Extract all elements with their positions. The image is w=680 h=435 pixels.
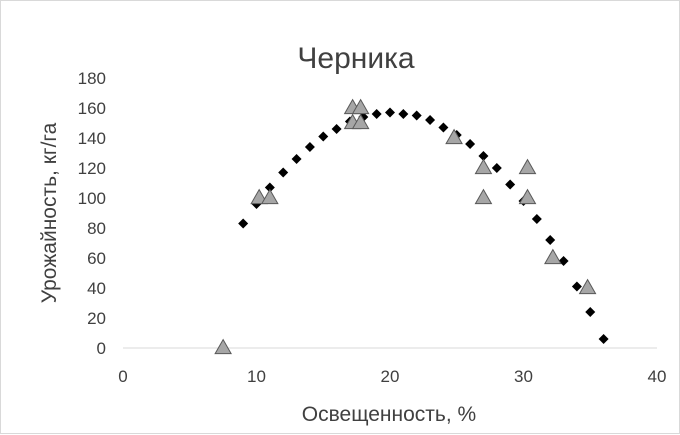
- y-tick-label: 40: [87, 279, 106, 298]
- diamond-point: [291, 154, 302, 164]
- diamond-point: [571, 281, 582, 292]
- diamond-point: [491, 163, 502, 173]
- diamond-point: [478, 151, 489, 161]
- triangle-point: [214, 338, 232, 355]
- x-tick-label: 30: [514, 367, 533, 386]
- x-tick-label: 0: [118, 367, 127, 386]
- triangle-point: [351, 113, 370, 130]
- diamond-point: [558, 256, 569, 266]
- triangle-point: [260, 188, 279, 205]
- axis-ticks: 0 10 20 30 40 0 20 40 60 80 100 120 140 160 180: [78, 69, 667, 386]
- diamond-point: [411, 110, 422, 121]
- triangle-point: [518, 158, 537, 175]
- diamond-point: [318, 131, 329, 142]
- triangle-point: [250, 188, 269, 205]
- chart-title: Черника: [297, 42, 414, 75]
- triangle-point: [445, 128, 463, 145]
- diamond-point: [531, 214, 542, 224]
- diamond-point: [545, 235, 556, 245]
- triangle-point: [578, 278, 597, 295]
- y-tick-label: 160: [78, 99, 106, 118]
- data-points: [214, 98, 609, 355]
- x-axis-title: Освещенность, %: [302, 403, 476, 426]
- diamond-point: [425, 115, 436, 125]
- triangle-point: [518, 188, 537, 205]
- diamond-point: [304, 142, 315, 152]
- diamond-point: [585, 307, 596, 317]
- x-tick-label: 20: [381, 367, 400, 386]
- diamond-point: [371, 109, 382, 119]
- diamond-point: [331, 124, 342, 134]
- diamond-point: [598, 334, 609, 344]
- diamond-point: [505, 179, 516, 190]
- y-tick-label: 100: [78, 189, 106, 208]
- diamond-point: [385, 107, 395, 118]
- triangle-point: [474, 188, 493, 205]
- x-tick-label: 10: [247, 367, 266, 386]
- x-tick-label: 40: [648, 367, 667, 386]
- y-tick-label: 0: [97, 339, 106, 358]
- y-axis-title: Урожайность, кг/га: [38, 122, 61, 303]
- y-tick-label: 60: [87, 249, 106, 268]
- diamond-point: [278, 167, 289, 178]
- triangle-point: [474, 158, 493, 175]
- y-tick-label: 80: [87, 219, 106, 238]
- diamond-point: [238, 218, 249, 229]
- y-tick-label: 120: [78, 159, 106, 178]
- diamond-point: [398, 109, 409, 119]
- y-tick-label: 180: [78, 69, 106, 88]
- y-tick-label: 140: [78, 129, 106, 148]
- diamond-point: [465, 139, 476, 149]
- diamond-point: [438, 122, 449, 133]
- diamond-point: [264, 182, 275, 193]
- y-tick-label: 20: [87, 309, 106, 328]
- triangle-point: [544, 248, 562, 265]
